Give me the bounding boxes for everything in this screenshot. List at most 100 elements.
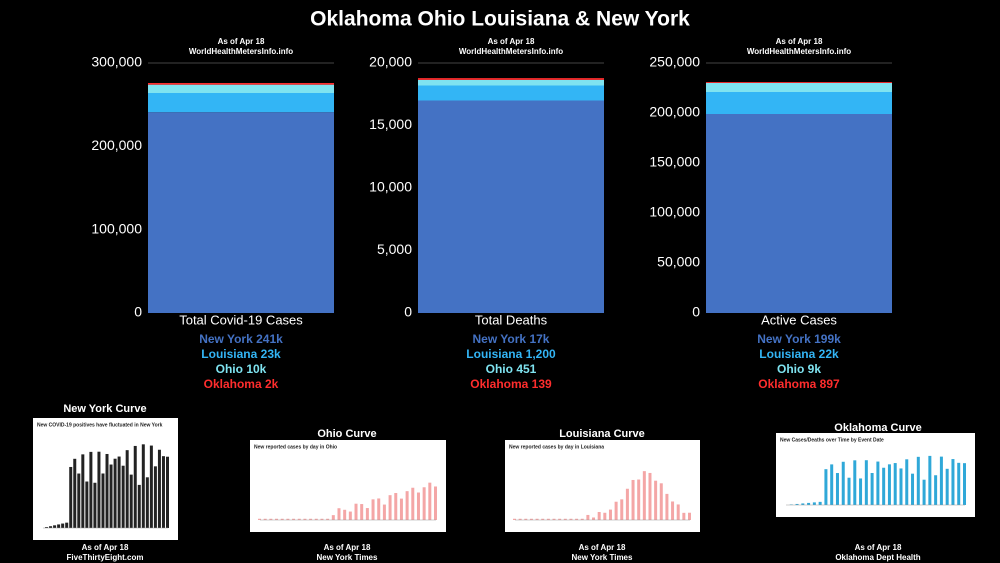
legend-name: New York — [473, 332, 527, 346]
thumb-source: New York Times — [317, 553, 378, 562]
thumb-bar — [161, 456, 165, 528]
legend-value: 139 — [532, 377, 552, 391]
thumb-bar — [887, 464, 891, 505]
thumb-bar — [121, 465, 125, 528]
thumb-bar — [360, 504, 364, 520]
thumb-bar — [928, 455, 932, 505]
thumb-bar — [541, 518, 545, 520]
bar-segment — [706, 114, 892, 313]
thumb-title: Oklahoma Curve — [834, 422, 921, 434]
thumb-bar — [275, 518, 279, 520]
thumb-bar — [309, 518, 313, 520]
legend-entry: Oklahoma 897 — [758, 377, 840, 391]
thumb-bar — [399, 498, 403, 520]
y-tick-label: 0 — [134, 304, 142, 320]
thumb-bar — [422, 487, 426, 520]
y-tick-label: 300,000 — [91, 54, 142, 70]
chart-source: WorldHealthMetersInfo.info — [747, 47, 851, 56]
thumb-bar — [85, 481, 89, 528]
thumb-bar — [688, 512, 691, 520]
thumb-bar — [394, 493, 398, 520]
legend-entry: Ohio 9k — [777, 362, 821, 376]
legend-value: 9k — [808, 362, 822, 376]
thumb-bar — [916, 456, 920, 505]
thumb-bar — [416, 492, 420, 520]
thumb-headline: New reported cases by day in Ohio — [254, 444, 337, 450]
legend-entry: New York 17k — [473, 332, 550, 346]
x-tick-label: Total Covid-19 Cases — [179, 312, 303, 327]
y-tick-label: 100,000 — [649, 204, 700, 220]
thumb-bar — [153, 466, 157, 528]
legend-entry: Louisiana 1,200 — [466, 347, 556, 361]
legend-value: 451 — [516, 362, 536, 376]
legend-value: 17k — [529, 332, 549, 346]
thumb-bar — [899, 468, 903, 505]
thumb-bar — [524, 518, 528, 520]
y-tick-label: 150,000 — [649, 154, 700, 170]
thumb-source: New York Times — [572, 553, 633, 562]
thumb-bar — [575, 518, 579, 520]
thumb-bar — [642, 471, 646, 520]
thumb-bar — [117, 456, 121, 528]
thumb-bar — [513, 518, 516, 520]
thumb-bar — [113, 458, 117, 528]
legend-name: Ohio — [216, 362, 243, 376]
thumb-bar — [434, 486, 437, 520]
thumb-bar — [934, 475, 938, 505]
thumb-bar — [625, 488, 629, 520]
thumb-bar — [939, 456, 943, 505]
thumb-bar — [89, 451, 93, 528]
thumb-bar — [93, 482, 97, 528]
thumb-bar — [292, 518, 296, 520]
thumb-source: FiveThirtyEight.com — [67, 553, 144, 562]
page-title: Oklahoma Ohio Louisiana & New York — [310, 8, 690, 31]
thumb-bar — [945, 468, 949, 505]
legend-value: 199k — [814, 332, 841, 346]
thumb-bar — [343, 509, 347, 520]
legend-entry: Ohio 10k — [216, 362, 267, 376]
thumb-bar — [258, 518, 261, 520]
chart-note: As of Apr 18 — [218, 37, 265, 46]
thumb-bar — [269, 518, 273, 520]
thumb-bar — [665, 493, 669, 520]
thumb-bar — [405, 491, 409, 520]
thumb-bar — [125, 450, 129, 528]
thumb-bar — [597, 512, 601, 520]
thumb-bar — [648, 472, 652, 520]
thumb-bar — [388, 495, 392, 520]
thumb-bar — [558, 518, 562, 520]
legend-name: Louisiana — [466, 347, 522, 361]
thumb-bar — [377, 498, 381, 520]
thumb-bar — [529, 518, 533, 520]
legend-entry: Louisiana 23k — [201, 347, 281, 361]
thumb-bar — [53, 525, 57, 528]
legend-value: 22k — [819, 347, 839, 361]
x-tick-label: Total Deaths — [475, 312, 548, 327]
thumb-bar — [859, 478, 863, 505]
legend-name: Louisiana — [201, 347, 257, 361]
thumb-bar — [569, 518, 573, 520]
thumb-bar — [166, 456, 169, 528]
legend-name: Ohio — [486, 362, 513, 376]
thumb-bar — [847, 477, 851, 505]
thumb-bar — [263, 518, 267, 520]
thumb-note: As of Apr 18 — [855, 543, 902, 552]
thumb-bar — [77, 473, 81, 528]
thumb-bar — [963, 463, 966, 505]
legend-name: Oklahoma — [758, 377, 816, 391]
thumb-bar — [69, 466, 73, 528]
thumb-image — [250, 440, 446, 532]
thumb-bar — [365, 508, 369, 520]
thumb-bar — [592, 517, 596, 520]
legend-value: 2k — [265, 377, 279, 391]
y-tick-label: 0 — [692, 304, 700, 320]
thumb-bar — [546, 518, 550, 520]
thumb-bar — [297, 518, 301, 520]
y-tick-label: 5,000 — [377, 241, 412, 257]
y-tick-label: 250,000 — [649, 54, 700, 70]
thumb-title: Louisiana Curve — [559, 428, 645, 440]
chart-source: WorldHealthMetersInfo.info — [459, 47, 563, 56]
thumb-note: As of Apr 18 — [324, 543, 371, 552]
legend-name: Louisiana — [759, 347, 815, 361]
thumb-bar — [853, 460, 857, 505]
